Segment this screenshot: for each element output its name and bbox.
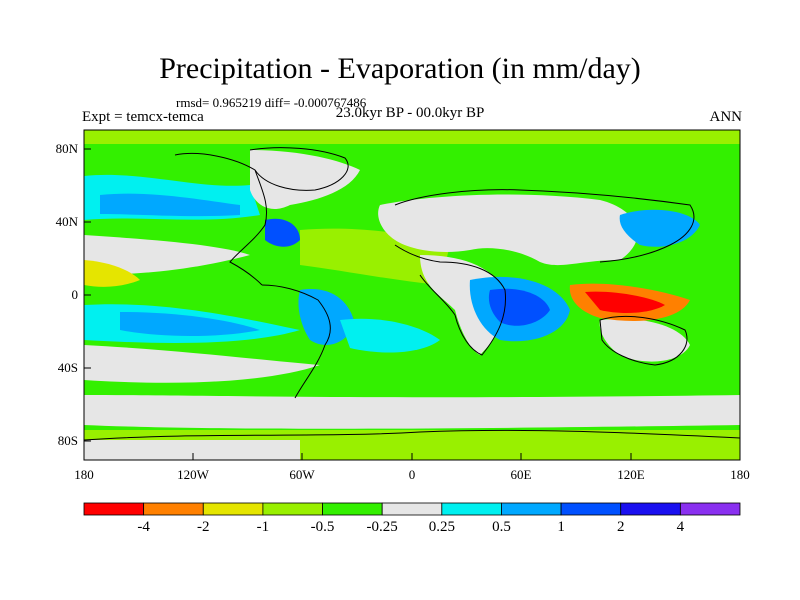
colorbar-swatch — [262, 502, 323, 516]
greenland-canada-land — [250, 150, 360, 210]
south-pacific-core — [120, 312, 260, 336]
colorbar-swatch — [501, 502, 562, 516]
colorbar-label: 0.5 — [492, 519, 511, 535]
period-label: 23.0kyr BP - 00.0kyr BP — [335, 105, 485, 121]
antarctic-grey — [84, 440, 300, 460]
y-tick-label: 80S — [57, 433, 78, 448]
y-tick-label: 40N — [55, 214, 78, 229]
y-tick-label: 80N — [55, 141, 78, 156]
colorbar-label: 1 — [557, 519, 565, 535]
colorbar-swatch — [381, 502, 443, 516]
colorbar-swatch — [143, 502, 204, 516]
pacific-north-core — [100, 193, 240, 217]
colorbar-swatch — [441, 502, 502, 516]
pacific-yellow-patch — [84, 260, 140, 287]
colorbar-label: -0.25 — [366, 519, 398, 535]
colorbar-label: 2 — [616, 519, 625, 535]
gulf-stream-field — [265, 218, 300, 247]
maritime-continent-core — [585, 291, 665, 313]
greenland-coast — [249, 147, 349, 191]
x-tick-label: 60E — [510, 467, 532, 482]
axis-ticks — [83, 148, 741, 460]
south-pacific-grey — [84, 345, 320, 383]
africa-coast — [394, 244, 507, 356]
season-label: ANN — [709, 109, 743, 125]
experiment-label: Expt = temcx-temca — [82, 109, 204, 125]
colorbar — [83, 502, 741, 516]
eurasia-coast — [394, 189, 695, 263]
south-atlantic-field — [340, 318, 440, 353]
colorbar-swatch — [620, 502, 681, 516]
arctic-band — [84, 130, 740, 144]
colorbar-swatch — [83, 502, 145, 516]
antarctica-coast — [84, 429, 740, 441]
y-tick-label: 0 — [71, 287, 79, 302]
southern-ocean-grey — [84, 395, 740, 429]
australia-coast — [599, 315, 688, 366]
north-america-coast — [174, 152, 268, 286]
x-tick-label: 120E — [617, 467, 645, 482]
colorbar-label: -1 — [256, 519, 270, 535]
south-america-coast — [261, 284, 331, 399]
x-tick-label: 60W — [289, 467, 315, 482]
stats-label: rmsd= 0.965219 diff= -0.000767486 — [176, 95, 367, 110]
field-layer — [84, 130, 740, 460]
colorbar-label: -4 — [137, 519, 150, 535]
colorbar-label: -2 — [197, 519, 210, 535]
plot-title: Precipitation - Evaporation (in mm/day) — [159, 52, 641, 85]
coastlines — [84, 147, 740, 441]
colorbar-label: -0.5 — [310, 519, 335, 535]
australia-land — [599, 318, 690, 362]
x-tick-label: 180 — [74, 467, 94, 482]
x-tick-label: 180 — [730, 467, 750, 482]
colorbar-swatch — [202, 502, 264, 516]
y-tick-label: 40S — [57, 360, 78, 375]
eurasia-africa-north-land — [378, 194, 638, 266]
amazon-field — [298, 289, 355, 345]
colorbar-swatch — [560, 502, 622, 516]
colorbar-swatch — [679, 502, 741, 516]
colorbar-label: 0.25 — [428, 519, 455, 535]
colorbar-label: 4 — [676, 519, 685, 535]
subtropical-north-pacific — [84, 235, 250, 275]
kuroshio-field — [619, 209, 700, 247]
colorbar-swatch — [322, 502, 383, 516]
indian-ocean-core — [488, 288, 550, 326]
x-tick-label: 0 — [408, 467, 416, 482]
x-tick-label: 120W — [177, 467, 209, 482]
